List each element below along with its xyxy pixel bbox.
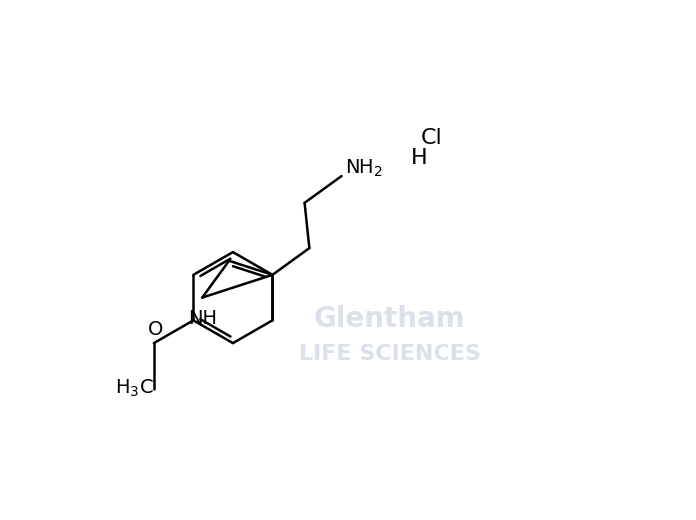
Text: Cl: Cl <box>421 128 443 149</box>
Text: O: O <box>148 320 164 339</box>
Text: NH$_2$: NH$_2$ <box>345 158 383 179</box>
Text: H: H <box>411 148 427 168</box>
Text: LIFE SCIENCES: LIFE SCIENCES <box>299 344 481 364</box>
Text: Glentham: Glentham <box>314 305 466 333</box>
Text: H$_3$C: H$_3$C <box>116 378 154 399</box>
Text: NH: NH <box>188 309 216 329</box>
